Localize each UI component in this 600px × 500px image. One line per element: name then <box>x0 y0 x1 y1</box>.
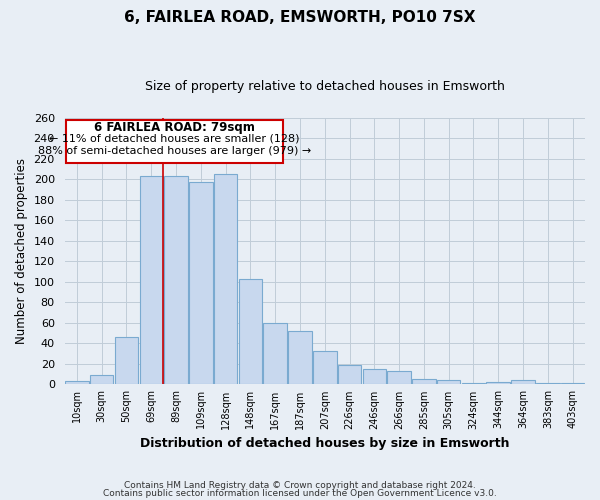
Y-axis label: Number of detached properties: Number of detached properties <box>15 158 28 344</box>
Text: ← 11% of detached houses are smaller (128): ← 11% of detached houses are smaller (12… <box>49 134 299 143</box>
Bar <box>65 382 89 384</box>
Bar <box>288 331 312 384</box>
Bar <box>164 176 188 384</box>
Text: Contains HM Land Registry data © Crown copyright and database right 2024.: Contains HM Land Registry data © Crown c… <box>124 481 476 490</box>
X-axis label: Distribution of detached houses by size in Emsworth: Distribution of detached houses by size … <box>140 437 509 450</box>
Bar <box>239 279 262 384</box>
Text: 6, FAIRLEA ROAD, EMSWORTH, PO10 7SX: 6, FAIRLEA ROAD, EMSWORTH, PO10 7SX <box>124 10 476 25</box>
Bar <box>140 176 163 384</box>
Bar <box>437 380 460 384</box>
Text: 88% of semi-detached houses are larger (979) →: 88% of semi-detached houses are larger (… <box>38 146 311 156</box>
Bar <box>313 350 337 384</box>
Bar <box>189 182 212 384</box>
Bar <box>388 371 411 384</box>
Bar <box>90 375 113 384</box>
Title: Size of property relative to detached houses in Emsworth: Size of property relative to detached ho… <box>145 80 505 93</box>
Bar <box>263 323 287 384</box>
Bar <box>214 174 238 384</box>
Bar <box>362 369 386 384</box>
Text: 6 FAIRLEA ROAD: 79sqm: 6 FAIRLEA ROAD: 79sqm <box>94 121 254 134</box>
Bar <box>115 338 138 384</box>
Bar <box>487 382 510 384</box>
Bar <box>338 365 361 384</box>
Bar <box>412 380 436 384</box>
Text: Contains public sector information licensed under the Open Government Licence v3: Contains public sector information licen… <box>103 488 497 498</box>
Bar <box>511 380 535 384</box>
FancyBboxPatch shape <box>66 120 283 163</box>
